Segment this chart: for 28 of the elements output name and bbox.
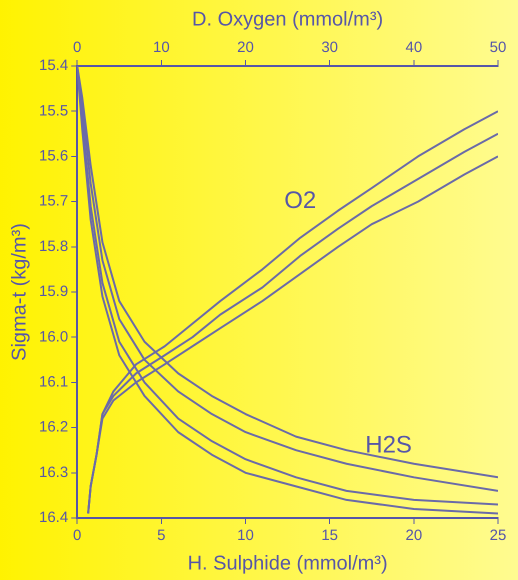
x-tick-label: 20 <box>405 527 422 544</box>
y-tick-label: 15.9 <box>38 283 68 300</box>
y-tick-label: 15.5 <box>38 102 68 120</box>
x2-tick-label: 0 <box>73 39 82 56</box>
y-tick-label: 16.3 <box>38 464 68 481</box>
x-axis-title: H. Sulphide (mmol/m³) <box>188 552 388 575</box>
y-tick-label: 15.8 <box>38 238 68 255</box>
x-tick-label: 0 <box>73 527 82 544</box>
x2-tick-label: 30 <box>321 39 338 56</box>
y-tick-label: 15.4 <box>38 57 68 74</box>
y-tick-label: 15.7 <box>38 192 68 210</box>
annotation: H2S <box>365 431 412 458</box>
x-tick-label: 5 <box>157 527 166 544</box>
x-tick-label: 15 <box>321 527 338 544</box>
x2-tick-label: 50 <box>490 39 506 56</box>
y-tick-label: 16.4 <box>38 509 68 526</box>
x2-axis-title: D. Oxygen (mmol/m³) <box>192 8 384 31</box>
x2-tick-label: 20 <box>237 39 254 56</box>
x2-tick-label: 40 <box>405 39 422 56</box>
y-axis-title: Sigma-t (kg/m³) <box>8 223 31 361</box>
annotation: O2 <box>284 187 316 214</box>
x-tick-label: 25 <box>490 527 506 544</box>
y-tick-label: 16.0 <box>38 328 68 346</box>
x-tick-label: 10 <box>237 527 254 544</box>
y-tick-label: 15.6 <box>38 148 68 165</box>
x2-tick-label: 10 <box>153 39 170 56</box>
y-tick-label: 16.2 <box>38 418 68 436</box>
y-tick-label: 16.1 <box>38 374 68 391</box>
